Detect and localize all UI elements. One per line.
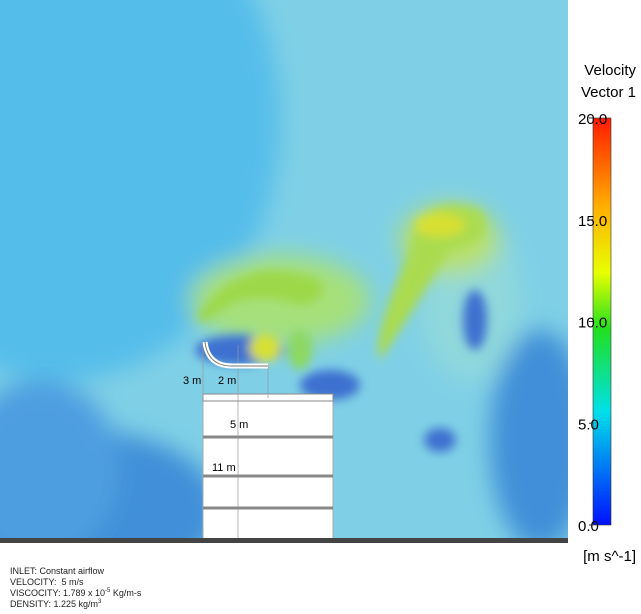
- dimension-label: 2 m: [218, 375, 236, 387]
- colorbar-tick-label: 10.0: [578, 315, 607, 332]
- note: VELOCITY: 5 m/s: [10, 577, 84, 587]
- colorbar-title: Vector 1: [581, 84, 636, 101]
- colorbar-tick-label: 20.0: [578, 111, 607, 128]
- note: VISCOCITY: 1.789 x 10-5 Kg/m-s: [10, 588, 142, 598]
- colorbar-unit: [m s^-1]: [583, 548, 636, 565]
- colorbar-tick-label: 5.0: [578, 416, 599, 433]
- velocity-field: [0, 0, 568, 540]
- note: DENSITY: 1.225 kg/m3: [10, 599, 102, 609]
- colorbar-tick-label: 15.0: [578, 213, 607, 230]
- colorbar-tick-label: 0.0: [578, 518, 599, 535]
- note: INLET: Constant airflow: [10, 566, 105, 576]
- dimension-label: 5 m: [230, 419, 248, 431]
- colorbar-title: Velocity: [584, 62, 636, 79]
- dimension-label: 11 m: [212, 462, 236, 474]
- dimension-label: 3 m: [183, 375, 201, 387]
